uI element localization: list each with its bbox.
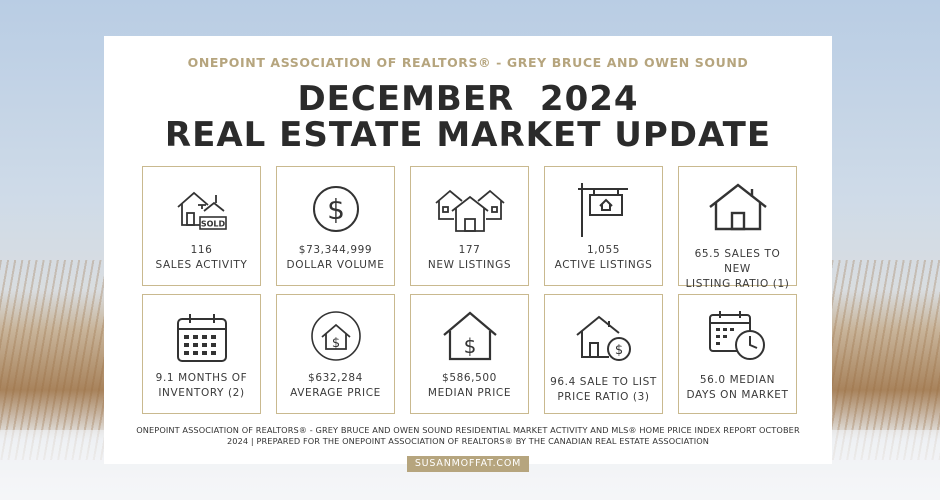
stat-label: AVERAGE PRICE [290,387,381,399]
title-month-year: DECEMBER 2024 [297,79,639,119]
tile-new-listings: 177 NEW LISTINGS [410,166,529,286]
calendar-icon [176,314,227,362]
source-footnote: ONEPOINT ASSOCIATION OF REALTORS® - GREY… [124,425,812,447]
stat-sale-to-list-price-ratio: 96.4 SALE TO LIST PRICE RATIO (3) [549,375,658,405]
stat-label: ACTIVE LISTINGS [554,259,653,271]
stat-sales-to-new-listing-ratio: 65.5 SALES TO NEW LISTING RATIO (1) [683,247,792,292]
tile-average-price: $ $632,284 AVERAGE PRICE [276,294,395,414]
sold-house-icon: SOLD [176,191,227,230]
house-dollar-icon: $ [442,311,497,361]
stat-value: 177 [458,244,481,256]
stat-median-days-on-market: 56.0 MEDIAN DAYS ON MARKET [683,373,792,403]
tile-months-of-inventory: 9.1 MONTHS OF INVENTORY (2) [142,294,261,414]
tile-active-listings: 1,055 ACTIVE LISTINGS [544,166,663,286]
stat-value: 96.4 SALE TO LIST [550,376,657,388]
house-icon [708,183,767,231]
title-market-update: REAL ESTATE MARKET UPDATE [164,115,772,155]
stat-label: LISTING RATIO (1) [685,278,790,290]
stat-label: MEDIAN PRICE [427,387,512,399]
stat-value: 65.5 SALES TO NEW [694,248,781,275]
tile-median-days-on-market: 56.0 MEDIAN DAYS ON MARKET [678,294,797,414]
house-coin-icon: $ [575,315,631,361]
stat-label: NEW LISTINGS [427,259,512,271]
stat-value: 56.0 MEDIAN [699,374,776,386]
stat-value: $586,500 [442,372,497,384]
stat-label: PRICE RATIO (3) [557,391,650,403]
stat-label: DAYS ON MARKET [686,389,789,401]
stat-value: 1,055 [586,244,621,256]
stat-value: $73,344,999 [298,244,373,256]
tile-sale-to-list-price-ratio: $ 96.4 SALE TO LIST PRICE RATIO (3) [544,294,663,414]
website-link[interactable]: SUSANMOFFAT.COM [407,456,529,472]
svg-text:$: $ [614,343,622,358]
houses-icon [434,189,505,232]
house-dollar-circle-icon: $ [310,311,361,361]
stat-label: SALES ACTIVITY [155,259,248,271]
stat-value: 9.1 MONTHS OF [155,372,248,384]
dollar-circle-icon: $ [312,186,359,232]
stat-dollar-volume: $73,344,999 DOLLAR VOLUME [281,243,390,273]
tile-median-price: $ $586,500 MEDIAN PRICE [410,294,529,414]
stat-value: 116 [190,244,213,256]
listing-sign-icon [577,183,628,237]
stat-sales-activity: 116 SALES ACTIVITY [147,243,256,273]
svg-text:$: $ [331,336,339,351]
sold-sign-text: SOLD [200,220,225,229]
stat-value: $632,284 [308,372,363,384]
stat-median-price: $586,500 MEDIAN PRICE [415,371,524,401]
calendar-clock-icon [708,311,765,360]
footnote-line-1: ONEPOINT ASSOCIATION OF REALTORS® - GREY… [136,425,800,435]
svg-text:$: $ [327,193,345,226]
stat-months-of-inventory: 9.1 MONTHS OF INVENTORY (2) [147,371,256,401]
stat-active-listings: 1,055 ACTIVE LISTINGS [549,243,658,273]
stat-new-listings: 177 NEW LISTINGS [415,243,524,273]
tile-sales-to-new-listing-ratio: 65.5 SALES TO NEW LISTING RATIO (1) [678,166,797,290]
market-update-card: ONEPOINT ASSOCIATION OF REALTORS® - GREY… [104,36,832,472]
tile-dollar-volume: $ $73,344,999 DOLLAR VOLUME [276,166,395,286]
tile-sales-activity: SOLD 116 SALES ACTIVITY [142,166,261,286]
svg-text:$: $ [463,334,476,358]
association-subtitle: ONEPOINT ASSOCIATION OF REALTORS® - GREY… [187,55,749,70]
stat-label: INVENTORY (2) [158,387,245,399]
footnote-line-2: 2024 | PREPARED FOR THE ONEPOINT ASSOCIA… [226,436,710,446]
stat-label: DOLLAR VOLUME [286,259,385,271]
stat-average-price: $632,284 AVERAGE PRICE [281,371,390,401]
